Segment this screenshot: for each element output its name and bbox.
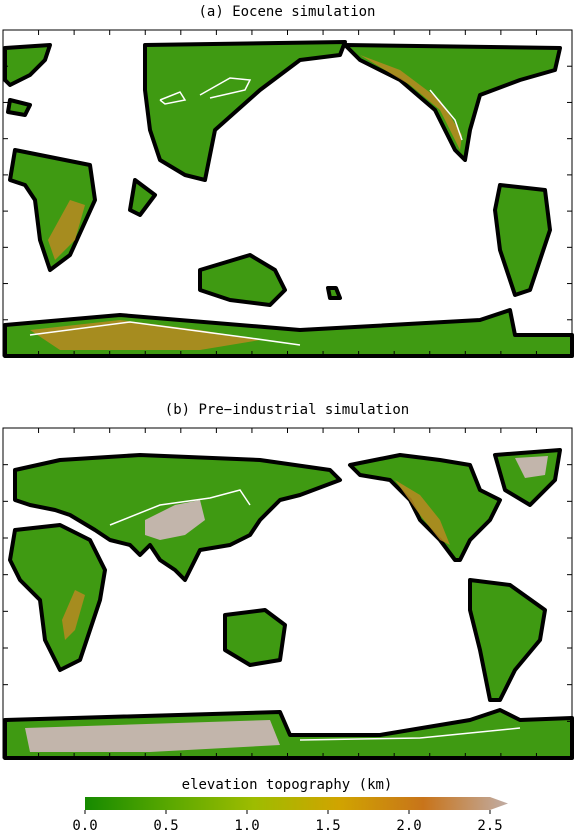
colorbar-tick-label: 2.0 bbox=[396, 818, 421, 833]
eocene-map bbox=[2, 29, 574, 358]
land bbox=[3, 43, 52, 87]
contour bbox=[159, 91, 187, 105]
ice-highland bbox=[515, 456, 548, 478]
land bbox=[6, 98, 32, 117]
colorbar-tick-label: 0.0 bbox=[72, 818, 97, 833]
colorbar-tick-label: 0.5 bbox=[153, 818, 178, 833]
land bbox=[493, 183, 552, 297]
preindustrial-map bbox=[2, 427, 574, 760]
panel-title: (a) Eocene simulation bbox=[198, 4, 375, 20]
highland bbox=[395, 480, 450, 545]
highland bbox=[62, 590, 85, 640]
highland bbox=[48, 200, 85, 260]
colorbar-tick-label: 2.5 bbox=[477, 818, 502, 833]
colorbar bbox=[85, 797, 508, 810]
land bbox=[128, 178, 157, 217]
colorbar-tick-label: 1.5 bbox=[315, 818, 340, 833]
contour bbox=[109, 489, 251, 526]
land bbox=[198, 253, 287, 307]
land bbox=[223, 608, 287, 667]
colorbar-tick-label: 1.0 bbox=[234, 818, 259, 833]
land bbox=[468, 578, 547, 702]
panel-title: (b) Pre−industrial simulation bbox=[165, 402, 409, 418]
contour bbox=[299, 727, 521, 741]
contour bbox=[199, 77, 252, 99]
colorbar-label: elevation topography (km) bbox=[182, 777, 393, 793]
contour bbox=[429, 89, 463, 141]
land bbox=[143, 40, 347, 182]
land bbox=[8, 523, 107, 672]
ice-highland bbox=[145, 500, 205, 540]
ice-highland bbox=[25, 720, 280, 752]
land bbox=[326, 286, 342, 300]
contour bbox=[29, 321, 301, 346]
